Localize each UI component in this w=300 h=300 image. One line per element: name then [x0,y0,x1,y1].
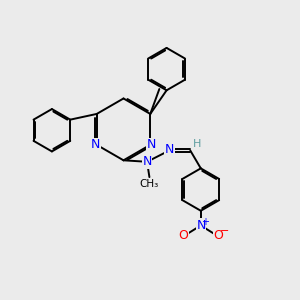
Text: O: O [214,229,224,242]
Text: N: N [196,219,206,232]
Text: O: O [178,229,188,242]
Text: N: N [147,138,156,151]
Text: N: N [142,155,152,168]
Text: +: + [202,217,209,227]
Text: −: − [220,226,229,236]
Text: CH₃: CH₃ [139,178,158,189]
Text: N: N [91,138,100,151]
Text: H: H [193,139,201,149]
Text: N: N [165,143,174,156]
